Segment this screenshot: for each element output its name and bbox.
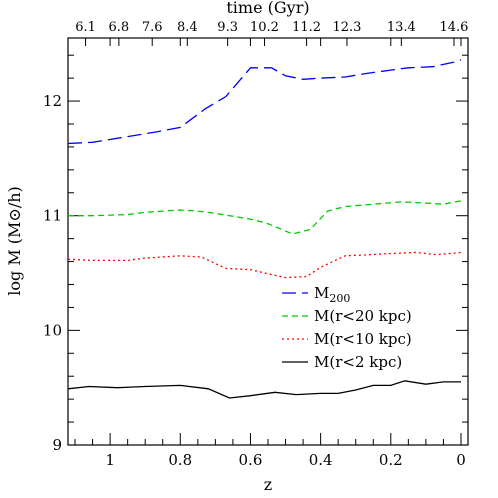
series-line-3 [67, 251, 462, 279]
series-line-4 [67, 380, 461, 399]
top-tick-label: 6.1 [75, 20, 96, 35]
top-tick-label: 13.4 [387, 20, 416, 35]
top-tick-label: 9.3 [217, 20, 238, 35]
y-axis-title: log M (M⊙/h) [5, 186, 24, 296]
y-tick-label: 11 [43, 207, 62, 225]
top-tick-label: 7.6 [142, 20, 163, 35]
series-line-2 [68, 200, 462, 235]
y-tick-label: 9 [52, 436, 62, 454]
y-tick-label: 12 [43, 92, 62, 110]
x-tick-label: 0.4 [309, 451, 333, 469]
top-tick-label: 6.8 [109, 20, 130, 35]
top-axis-title: time (Gyr) [226, 0, 309, 17]
x-tick-label: 1 [105, 451, 115, 469]
legend: M200 M(r<20 kpc) M(r<10 kpc) M(r<2 kpc) [282, 284, 412, 371]
series-line-1 [67, 59, 462, 145]
legend-label-1: M200 [314, 284, 350, 305]
x-tick-label: 0.6 [239, 451, 263, 469]
legend-label-3: M(r<10 kpc) [314, 330, 412, 348]
x-axis-title: z [264, 475, 272, 494]
top-tick-label: 10.2 [250, 20, 279, 35]
x-tick-label: 0 [456, 451, 466, 469]
top-tick-label: 12.3 [332, 20, 361, 35]
x-tick-label: 0.8 [168, 451, 192, 469]
y-tick-label: 10 [43, 321, 62, 339]
top-tick-label: 11.2 [292, 20, 321, 35]
top-tick-label: 14.6 [439, 20, 468, 35]
top-tick-label: 8.4 [177, 20, 198, 35]
legend-label-2: M(r<20 kpc) [314, 307, 412, 325]
chart-marks: 1 0.8 0.6 0.4 0.2 0 9 10 11 12 6.1 6.8 7.6 8.4 9.3 10.2… [43, 20, 469, 469]
x-tick-label: 0.2 [379, 451, 403, 469]
plot-frame [67, 37, 469, 446]
legend-label-4: M(r<2 kpc) [314, 353, 402, 371]
